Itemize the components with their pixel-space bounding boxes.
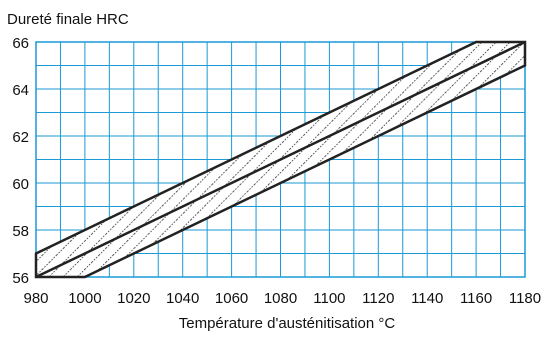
plot-frame <box>35 41 526 278</box>
x-axis-label: Température d'austénitisation °C <box>179 315 396 332</box>
x-tick-label: 1080 <box>264 290 297 307</box>
y-tick-label: 64 <box>12 82 29 99</box>
band-center-line <box>35 40 526 279</box>
y-tick-labels: 56 58 60 62 64 66 <box>12 35 29 287</box>
y-tick-label: 66 <box>12 35 29 52</box>
y-tick-label: 58 <box>12 223 29 240</box>
y-tick-label: 56 <box>12 270 29 287</box>
x-tick-label: 1140 <box>411 290 443 307</box>
x-tick-label: 1000 <box>68 290 101 307</box>
x-tick-label: 1100 <box>313 290 345 307</box>
y-axis-label: Dureté finale HRC <box>7 11 129 28</box>
x-tick-label: 1160 <box>460 290 492 307</box>
x-tick-label: 1120 <box>362 290 394 307</box>
x-tick-label: 1020 <box>117 290 150 307</box>
y-tick-label: 60 <box>12 176 29 193</box>
y-tick-label: 62 <box>12 129 29 146</box>
x-tick-label: 1060 <box>215 290 248 307</box>
x-tick-labels: 980 1000 1020 1040 1060 1080 1100 1120 1140 1160 1… <box>23 290 541 307</box>
hardness-band <box>34 40 527 279</box>
x-tick-label: 1180 <box>509 290 541 307</box>
x-tick-label: 980 <box>23 290 48 307</box>
x-tick-label: 1040 <box>166 290 199 307</box>
